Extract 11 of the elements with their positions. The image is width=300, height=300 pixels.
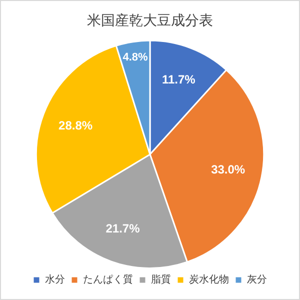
legend-label: 水分 bbox=[45, 274, 65, 286]
data-label: 21.7% bbox=[106, 222, 140, 236]
legend-label: 脂質 bbox=[151, 274, 171, 286]
chart-title: 米国産乾大豆成分表 bbox=[87, 13, 213, 30]
data-label: 33.0% bbox=[211, 162, 246, 177]
legend-label: 灰分 bbox=[247, 274, 267, 286]
legend-label: 炭水化物 bbox=[189, 274, 229, 286]
data-label: 11.7% bbox=[162, 72, 196, 86]
data-label: 28.8% bbox=[58, 118, 93, 132]
legend-label: たんぱく質 bbox=[83, 274, 133, 286]
data-label: 4.8% bbox=[122, 52, 148, 64]
